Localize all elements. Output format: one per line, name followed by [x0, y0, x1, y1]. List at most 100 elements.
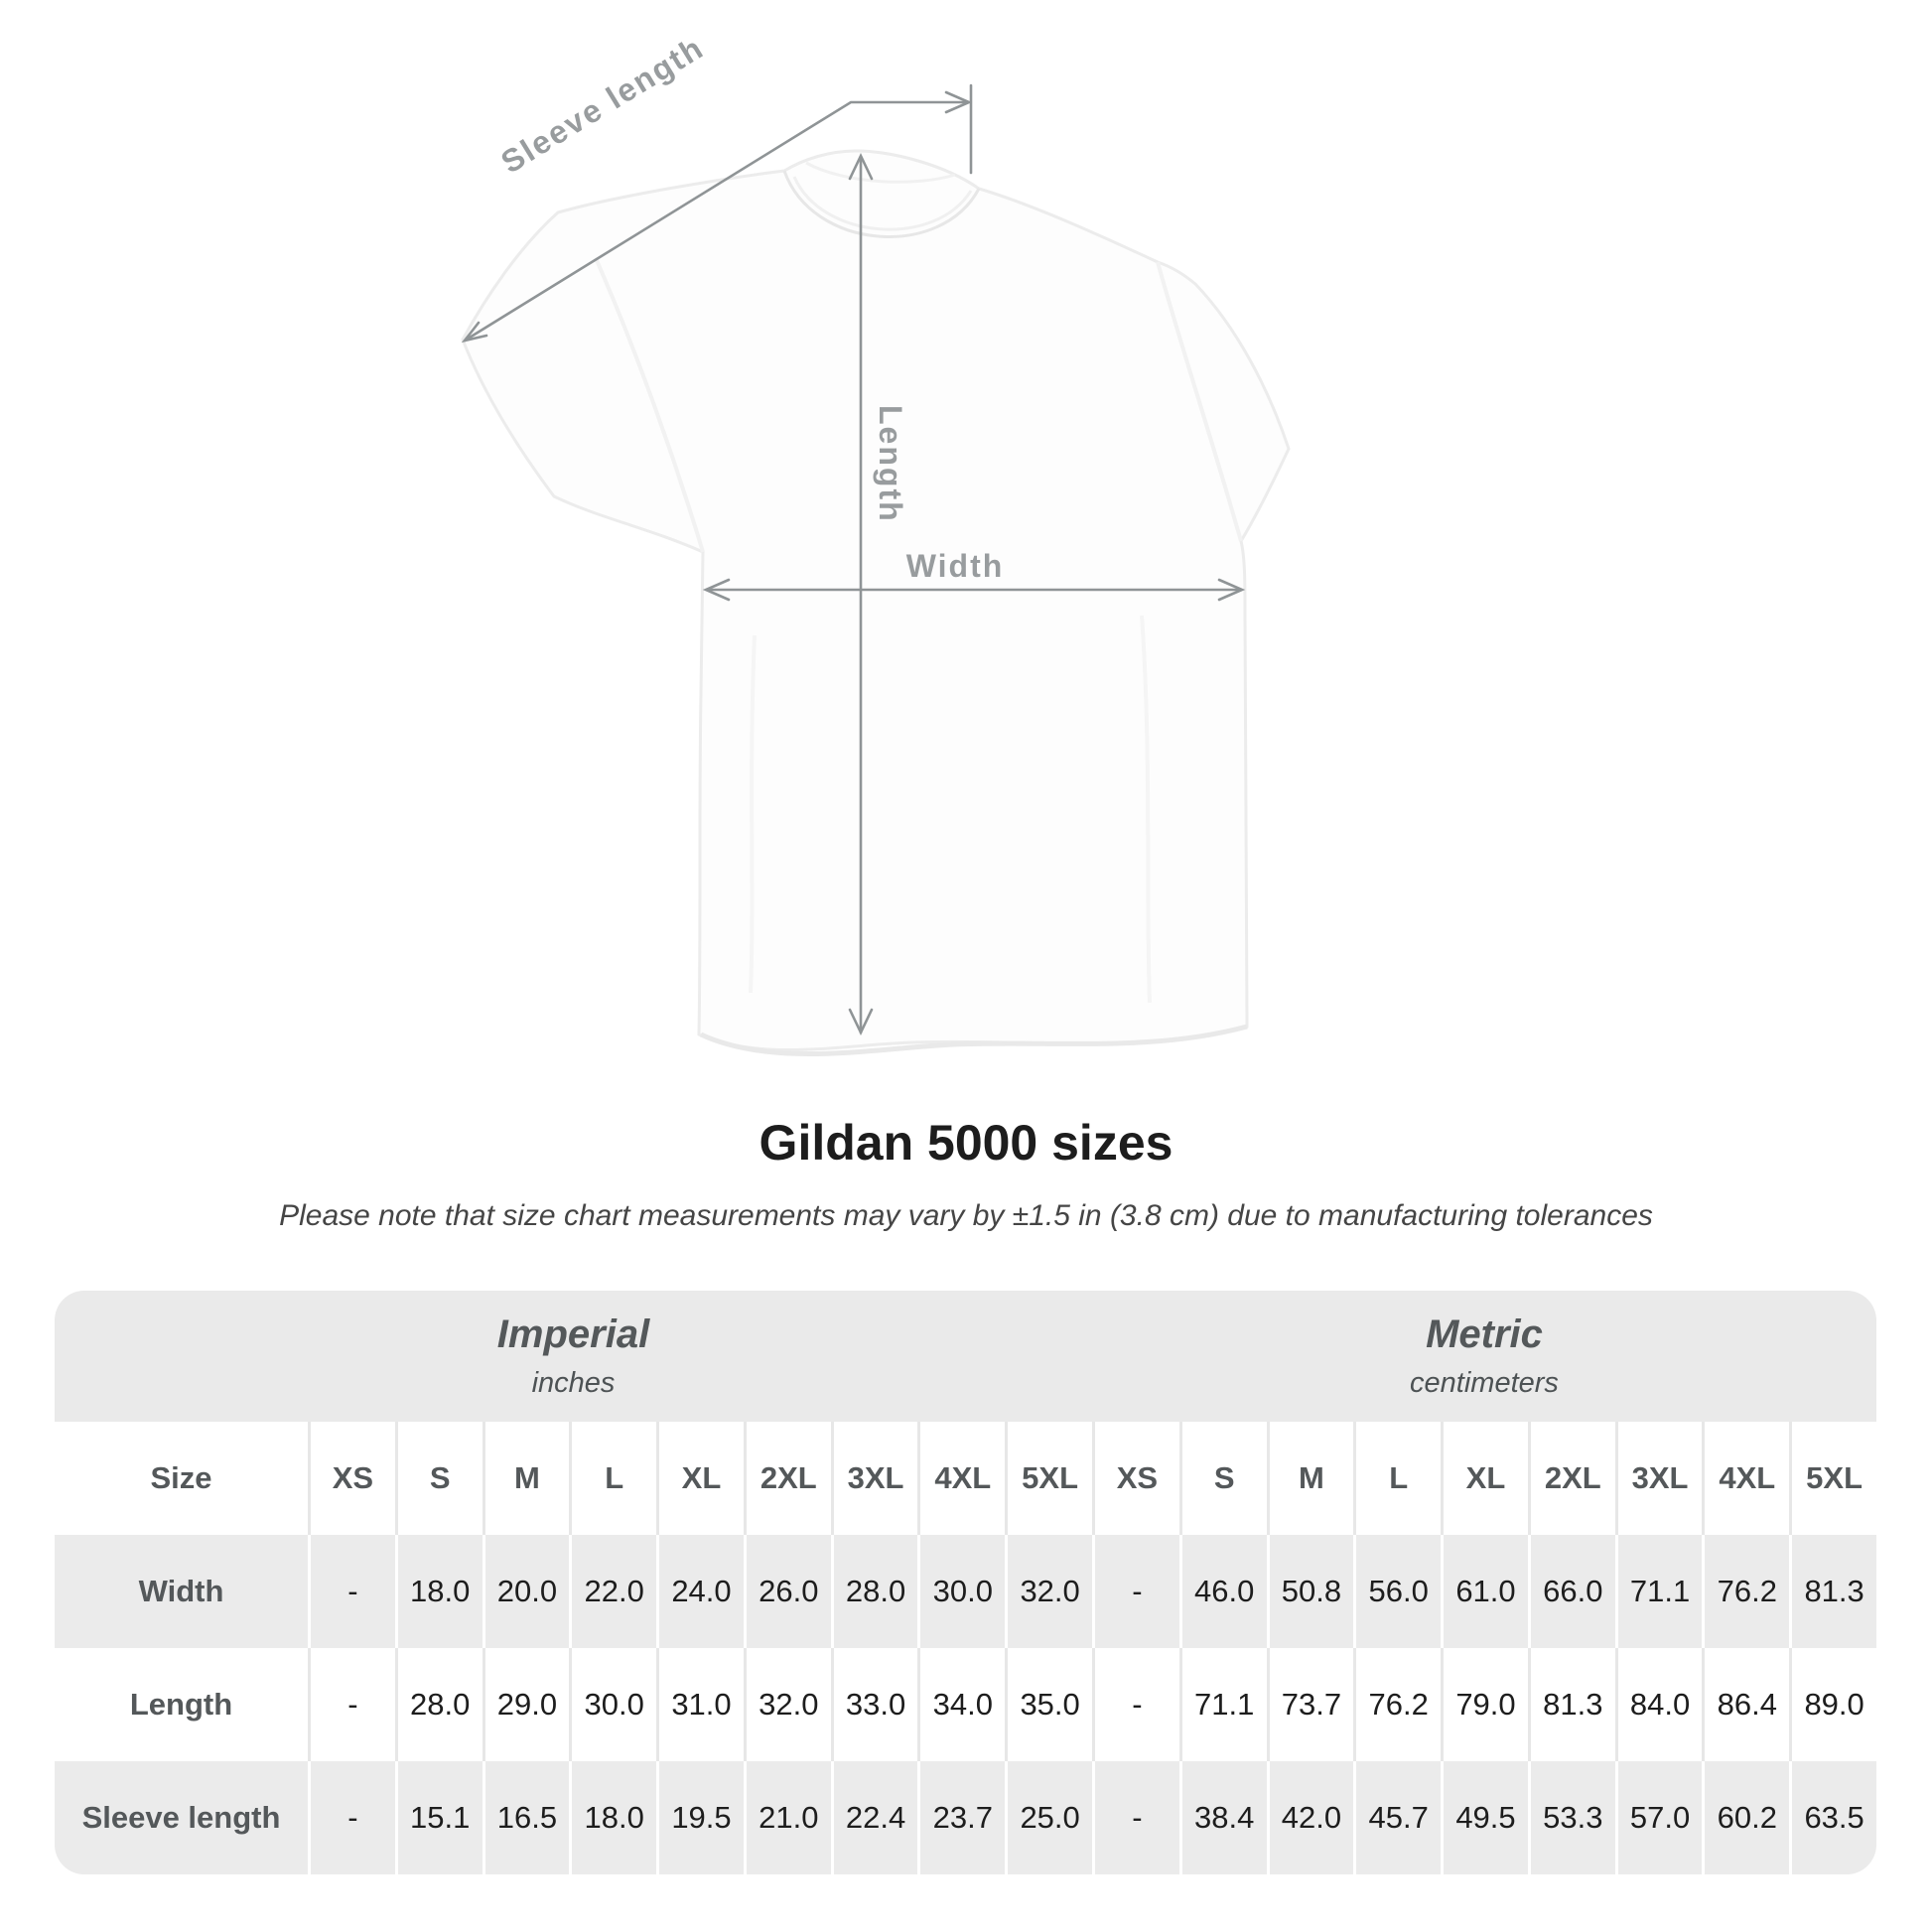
tshirt-measurement-diagram: Sleeve length Length Width — [461, 29, 1291, 1056]
metric-unit: centimeters — [1410, 1367, 1559, 1399]
metric-value: 86.4 — [1702, 1648, 1789, 1761]
metric-value: 76.2 — [1702, 1535, 1789, 1648]
fold-line-right — [1140, 615, 1152, 1004]
metric-size-header: XS — [1092, 1422, 1179, 1535]
imperial-size-header: XL — [656, 1422, 744, 1535]
imperial-title: Imperial — [496, 1312, 650, 1356]
width-arrow — [702, 578, 1246, 602]
width-label: Width — [905, 548, 1005, 584]
metric-value: - — [1092, 1761, 1179, 1874]
row-label: Width — [138, 1574, 224, 1608]
metric-size-header: S — [1178, 1422, 1267, 1535]
size-table: Imperial inches Metric centimeters Size X… — [55, 1291, 1876, 1874]
left-sleeve-seam — [594, 257, 705, 553]
imperial-value: 30.0 — [917, 1535, 1005, 1648]
tshirt-silhouette — [461, 149, 1291, 1056]
metric-value: 45.7 — [1353, 1761, 1441, 1874]
metric-value: 73.7 — [1266, 1648, 1354, 1761]
metric-value: 71.1 — [1178, 1648, 1267, 1761]
metric-header: Metric centimeters — [1092, 1291, 1876, 1422]
imperial-value: 34.0 — [917, 1648, 1005, 1761]
collar-outer-edge — [782, 170, 981, 238]
imperial-size-header: M — [482, 1422, 570, 1535]
imperial-header: Imperial inches — [55, 1291, 1092, 1422]
metric-value: 81.3 — [1789, 1535, 1876, 1648]
imperial-value: 32.0 — [1005, 1535, 1092, 1648]
imperial-value: 35.0 — [1005, 1648, 1092, 1761]
metric-title: Metric — [1426, 1312, 1543, 1356]
imperial-value: 23.7 — [917, 1761, 1005, 1874]
size-header-row: Size XS S M L XL 2XL 3XL 4XL 5XL XS S M L XL 2XL 3XL 4XL 5… — [55, 1422, 1876, 1535]
imperial-value: 20.0 — [482, 1535, 570, 1648]
metric-value: - — [1092, 1648, 1179, 1761]
imperial-size-header: 3XL — [830, 1422, 918, 1535]
metric-size-header: 2XL — [1527, 1422, 1615, 1535]
measurement-row-width: Width -18.0 20.0 22.0 24.0 26.0 28.0 30.0 32.0-4… — [55, 1535, 1876, 1648]
imperial-value: 31.0 — [656, 1648, 744, 1761]
imperial-value: 25.0 — [1005, 1761, 1092, 1874]
tolerance-note: Please note that size chart measurements… — [279, 1199, 1653, 1232]
page-title: Gildan 5000 sizes — [759, 1115, 1173, 1171]
imperial-value: 28.0 — [394, 1648, 483, 1761]
right-sleeve-seam — [1156, 261, 1243, 542]
imperial-value: 15.1 — [394, 1761, 483, 1874]
size-column-header: Size — [150, 1460, 212, 1495]
metric-size-header: 3XL — [1614, 1422, 1703, 1535]
imperial-value: - — [308, 1761, 395, 1874]
imperial-value: 29.0 — [482, 1648, 570, 1761]
metric-value: 49.5 — [1441, 1761, 1528, 1874]
imperial-value: 18.0 — [569, 1761, 656, 1874]
metric-size-header: L — [1353, 1422, 1441, 1535]
metric-value: 53.3 — [1527, 1761, 1615, 1874]
imperial-unit: inches — [531, 1367, 616, 1399]
metric-value: 42.0 — [1266, 1761, 1354, 1874]
metric-value: 50.8 — [1266, 1535, 1354, 1648]
imperial-value: 33.0 — [830, 1648, 918, 1761]
row-label: Length — [129, 1687, 233, 1722]
metric-value: 61.0 — [1441, 1535, 1528, 1648]
collar-inner-edge — [792, 176, 973, 231]
metric-value: 38.4 — [1178, 1761, 1267, 1874]
metric-value: 63.5 — [1789, 1761, 1876, 1874]
metric-value: 56.0 — [1353, 1535, 1441, 1648]
measurement-row-length: Length -28.0 29.0 30.0 31.0 32.0 33.0 34.0 35.0-… — [55, 1648, 1876, 1761]
imperial-size-header: 2XL — [743, 1422, 831, 1535]
metric-value: 66.0 — [1527, 1535, 1615, 1648]
measurement-arrows — [461, 83, 1246, 1036]
imperial-value: - — [308, 1535, 395, 1648]
imperial-value: 28.0 — [830, 1535, 918, 1648]
metric-value: 46.0 — [1178, 1535, 1267, 1648]
imperial-value: 26.0 — [743, 1535, 831, 1648]
fold-line-left — [749, 634, 757, 994]
imperial-value: 18.0 — [394, 1535, 483, 1648]
metric-size-header: 4XL — [1702, 1422, 1789, 1535]
sleeve-length-arrow — [461, 83, 973, 344]
imperial-size-header: L — [569, 1422, 656, 1535]
metric-size-header: M — [1266, 1422, 1354, 1535]
imperial-size-header: 4XL — [917, 1422, 1005, 1535]
metric-value: 76.2 — [1353, 1648, 1441, 1761]
length-label: Length — [873, 405, 908, 523]
back-collar-line — [805, 161, 956, 184]
tshirt-diagram-svg — [461, 83, 1291, 1056]
metric-size-header: XL — [1441, 1422, 1528, 1535]
hem-shadow — [699, 1024, 1248, 1056]
imperial-value: - — [308, 1648, 395, 1761]
metric-value: 81.3 — [1527, 1648, 1615, 1761]
imperial-size-header: XS — [308, 1422, 395, 1535]
imperial-value: 32.0 — [743, 1648, 831, 1761]
metric-value: 89.0 — [1789, 1648, 1876, 1761]
imperial-value: 30.0 — [569, 1648, 656, 1761]
metric-value: 84.0 — [1614, 1648, 1703, 1761]
metric-value: 79.0 — [1441, 1648, 1528, 1761]
imperial-size-header: S — [394, 1422, 483, 1535]
metric-value: 71.1 — [1614, 1535, 1703, 1648]
unit-header-band: Imperial inches Metric centimeters — [55, 1291, 1876, 1422]
imperial-value: 19.5 — [656, 1761, 744, 1874]
imperial-size-header: 5XL — [1005, 1422, 1092, 1535]
imperial-value: 21.0 — [743, 1761, 831, 1874]
metric-value: - — [1092, 1535, 1179, 1648]
metric-value: 60.2 — [1702, 1761, 1789, 1874]
metric-size-header: 5XL — [1789, 1422, 1876, 1535]
